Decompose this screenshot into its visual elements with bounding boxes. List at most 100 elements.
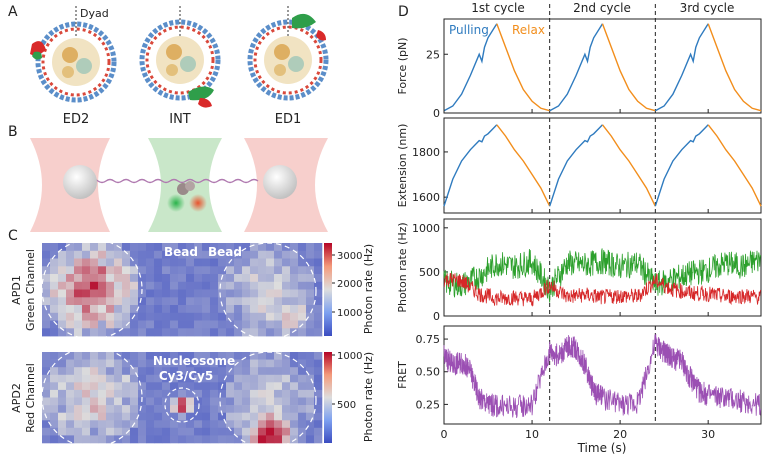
heatmap-cell <box>266 389 275 398</box>
dna-tether <box>89 178 259 184</box>
heatmap-cell <box>146 266 155 275</box>
heatmap-cell <box>186 243 195 252</box>
heatmap-cell <box>250 427 259 436</box>
heatmap-cell <box>186 382 195 391</box>
heatmap-cell <box>210 305 219 314</box>
heatmap-cell <box>66 266 75 275</box>
heatmap-cell <box>250 320 259 329</box>
heatmap-cell <box>266 312 275 321</box>
heatmap-cell <box>250 374 259 383</box>
heatmap-cell <box>274 374 283 383</box>
heatmap-cell <box>274 243 283 252</box>
heatmap-cell <box>266 420 275 429</box>
heatmap-cell <box>250 435 259 444</box>
heatmap-cell <box>50 297 59 306</box>
heatmap-cell <box>146 359 155 368</box>
heatmap-cell <box>82 281 91 290</box>
heatmap-cell <box>290 382 299 391</box>
heatmap-cell <box>122 312 131 321</box>
heatmap-cell <box>194 359 203 368</box>
series-pulling <box>443 124 498 207</box>
heatmap-cell <box>202 367 211 376</box>
heatmap-cell <box>98 258 107 267</box>
heatmap-cell <box>290 289 299 298</box>
heatmap-cell <box>122 420 131 429</box>
heatmap-cell <box>266 243 275 252</box>
heatmap-cell <box>122 352 131 360</box>
heatmap-cell <box>106 352 115 360</box>
bead-right <box>263 165 297 199</box>
heatmap-cell <box>202 266 211 275</box>
heatmap-cell <box>42 297 51 306</box>
heatmap-cell <box>218 427 227 436</box>
heatmap-cell <box>298 258 307 267</box>
heatmap-cell <box>314 389 323 398</box>
heatmap-cell <box>282 435 291 444</box>
heatmap-cell <box>290 374 299 383</box>
heatmap-cell <box>274 305 283 314</box>
heatmap-cell <box>130 274 139 283</box>
heatmap-cell <box>290 312 299 321</box>
heatmap-cell <box>226 328 235 337</box>
heatmap-cell <box>106 250 115 259</box>
heatmap-cell <box>162 352 171 360</box>
heatmap-cell <box>130 435 139 444</box>
heatmap-cell <box>306 389 315 398</box>
heatmap-cell <box>90 266 99 275</box>
series-pulling <box>654 124 709 207</box>
heatmap-cell <box>66 274 75 283</box>
heatmap-cell <box>58 435 67 444</box>
heatmap-cell <box>122 374 131 383</box>
heatmap-cell <box>58 305 67 314</box>
heatmap-cell <box>114 266 123 275</box>
heatmap-cell <box>282 312 291 321</box>
heatmap-cell <box>226 266 235 275</box>
y-tick-label: 500 <box>419 266 440 279</box>
heatmap-cell <box>234 258 243 267</box>
heatmap-cell <box>186 274 195 283</box>
heatmap-cell <box>226 420 235 429</box>
heatmap-cell <box>298 312 307 321</box>
heatmap-cell <box>178 374 187 383</box>
heatmap-cell <box>58 420 67 429</box>
heatmap-cell <box>282 328 291 337</box>
heatmap-cell <box>258 274 267 283</box>
heatmap-cell <box>130 359 139 368</box>
heatmap-cell <box>130 289 139 298</box>
cycle-label-3: 3rd cycle <box>680 1 735 15</box>
heatmap-cell <box>42 389 51 398</box>
heatmap-cell <box>234 374 243 383</box>
heatmap-cell <box>98 352 107 360</box>
heatmap-cell <box>82 412 91 421</box>
heatmap-cell <box>170 367 179 376</box>
heatmap-cell <box>106 405 115 413</box>
heatmap-cell <box>242 367 251 376</box>
heatmap-cell <box>74 374 83 383</box>
heatmap-cell <box>194 374 203 383</box>
heatmap-cell <box>130 382 139 391</box>
heatmap-cell <box>234 359 243 368</box>
heatmap-cell <box>98 420 107 429</box>
heatmap-cell <box>138 312 147 321</box>
heatmap-cell <box>50 420 59 429</box>
heatmap-cell <box>66 243 75 252</box>
heatmap-cell <box>306 281 315 290</box>
heatmap-cell <box>122 328 131 337</box>
heatmap-cell <box>242 412 251 421</box>
heatmap-cell <box>138 412 147 421</box>
heatmap-cell <box>106 397 115 406</box>
heatmap-cell <box>314 405 323 413</box>
heatmap-cell <box>50 250 59 259</box>
heatmap-cell <box>162 320 171 329</box>
heatmap-cell <box>82 320 91 329</box>
heatmap-cell <box>50 427 59 436</box>
x-axis-label: Time (s) <box>577 441 627 455</box>
heatmap-cell <box>114 305 123 314</box>
heatmap-cell <box>202 382 211 391</box>
heatmap-cell <box>298 405 307 413</box>
heatmap-cell <box>274 250 283 259</box>
heatmap-cell <box>130 297 139 306</box>
heatmap-cell <box>282 281 291 290</box>
